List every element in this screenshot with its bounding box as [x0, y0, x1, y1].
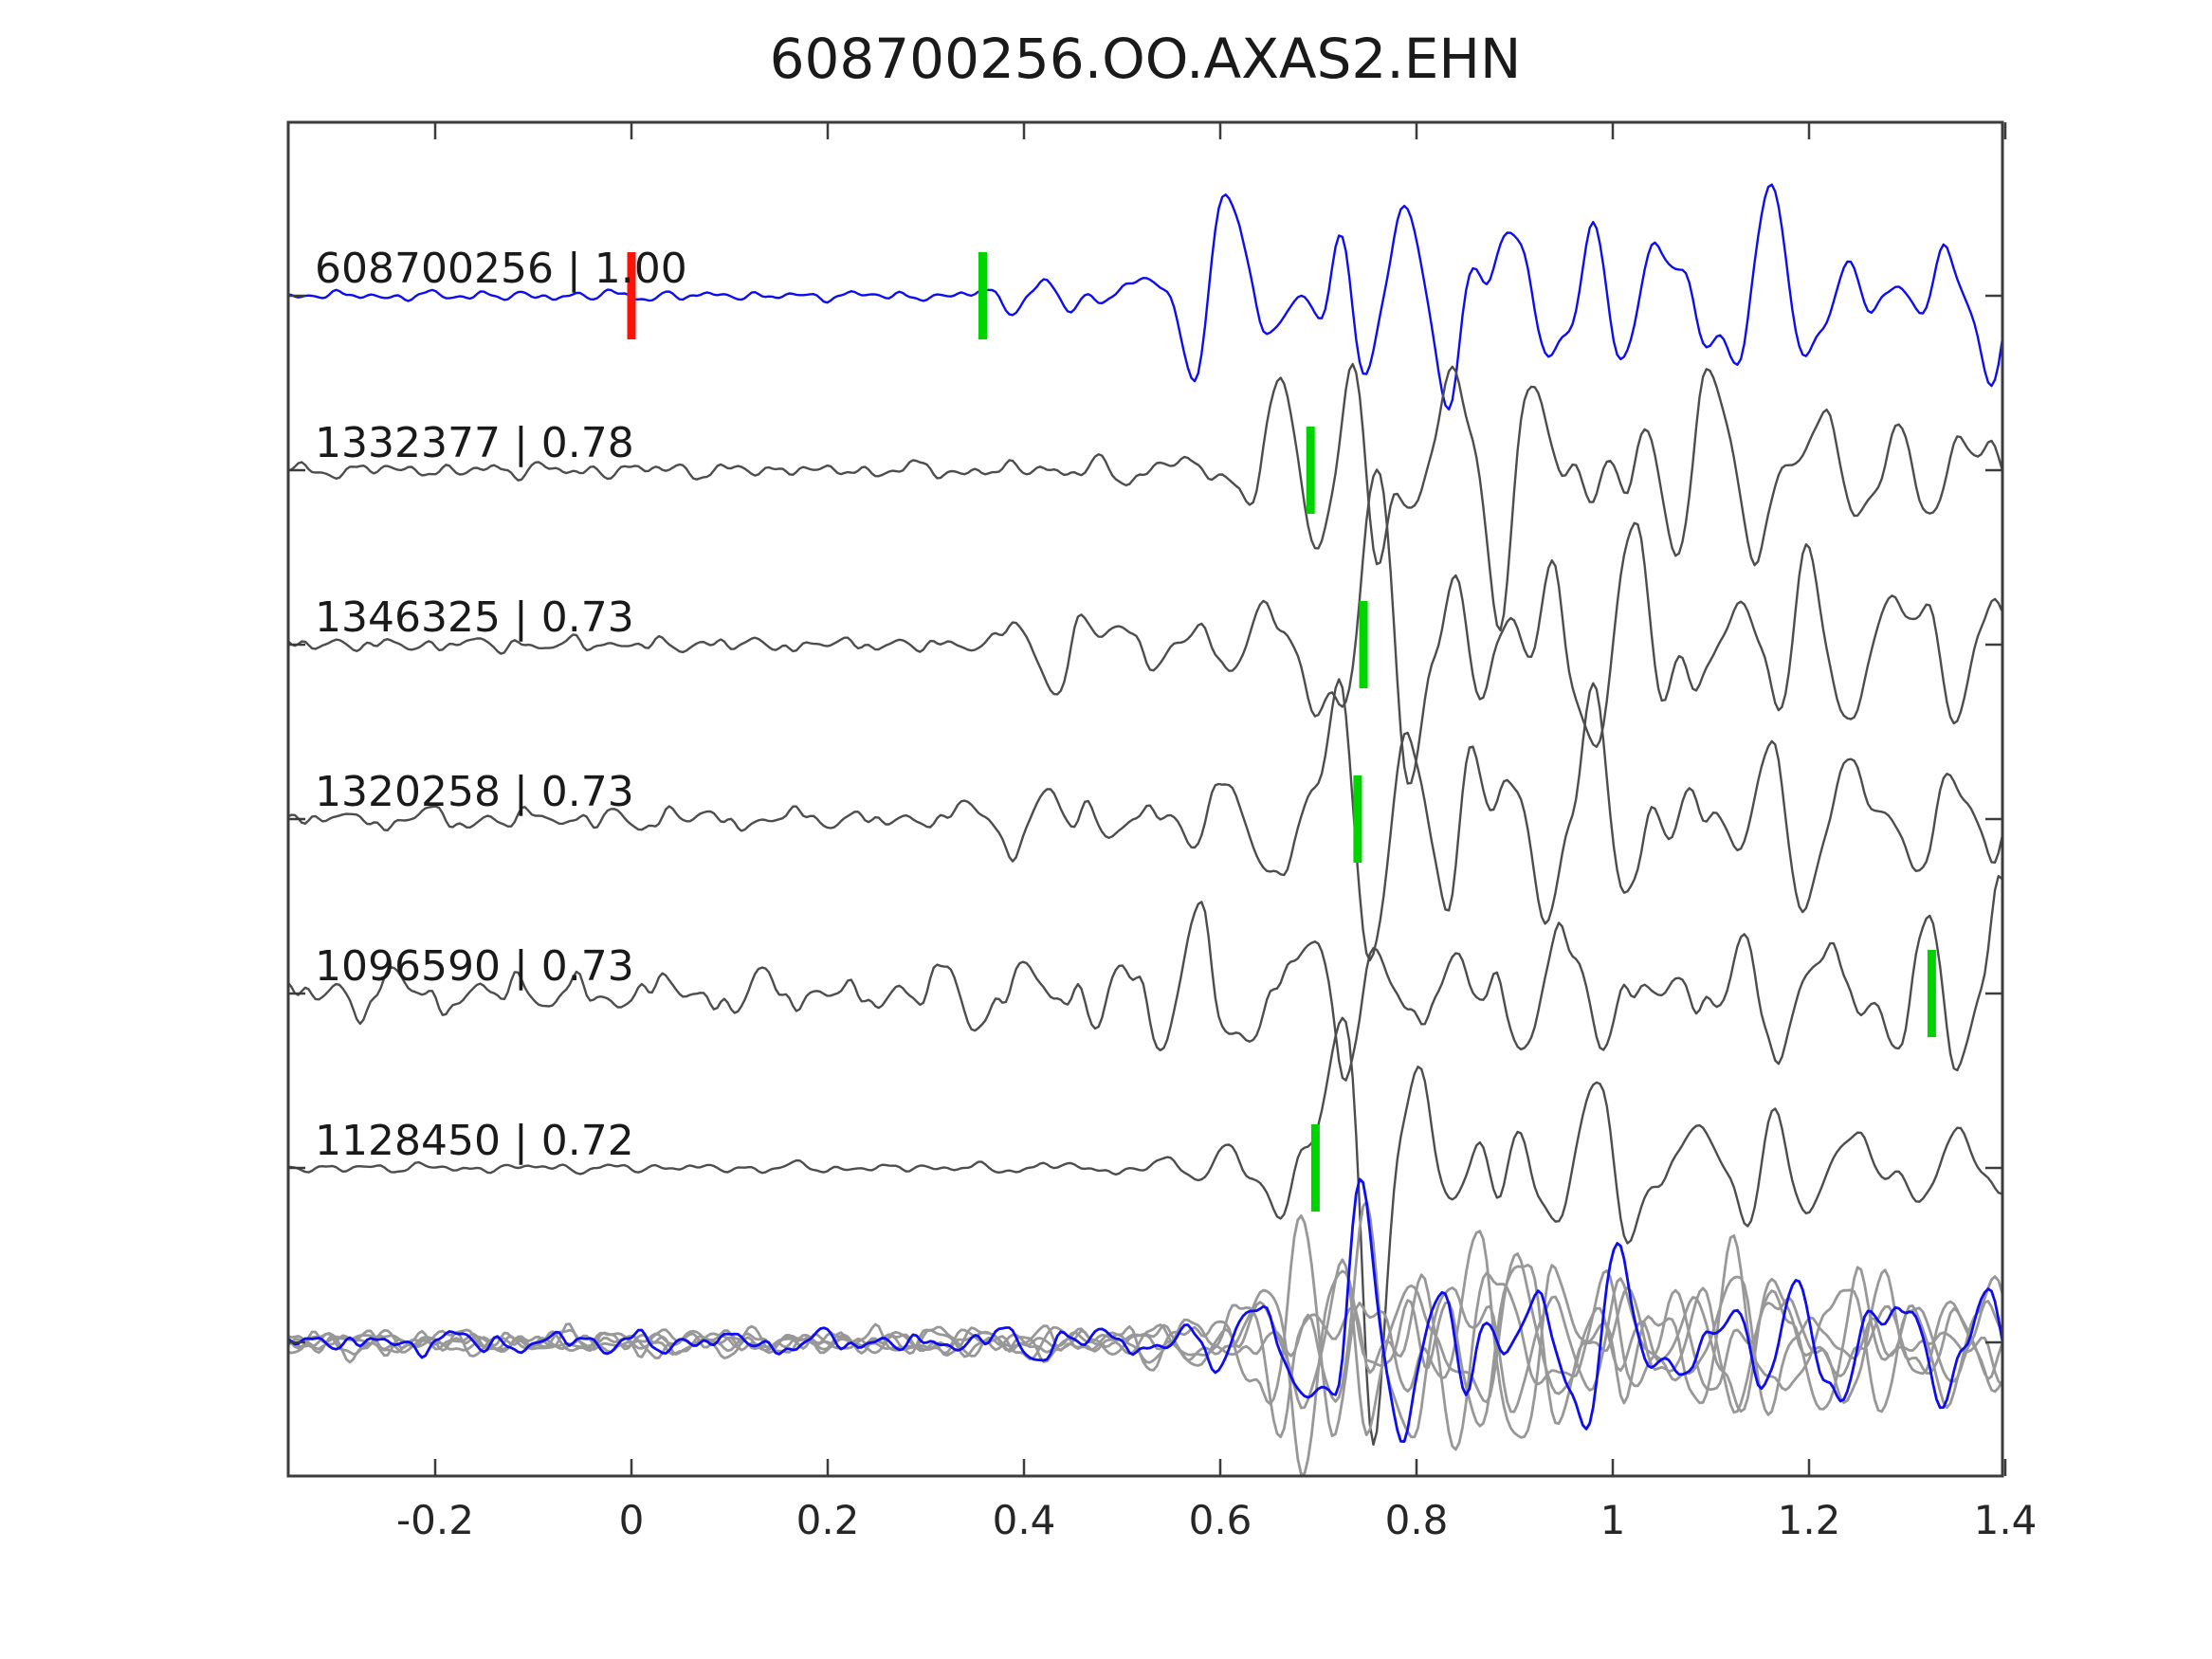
detection-trace-path: [289, 678, 2002, 962]
axes-box: [286, 120, 2004, 1478]
trace-label: 1128450 | 0.72: [315, 1117, 634, 1165]
x-tick-label: 0.6: [1189, 1497, 1252, 1543]
trace-label: 1320258 | 0.73: [315, 768, 634, 816]
x-tick-label: 1.4: [1974, 1497, 2038, 1543]
overlay-trace-path: [289, 1252, 2002, 1436]
pick-marker: [1927, 950, 1936, 1037]
overlay-trace-path: [289, 1214, 2002, 1439]
plot-title: 608700256.OO.AXAS2.EHN: [770, 27, 1522, 91]
pick-marker: [1310, 1124, 1320, 1212]
x-tick-label: -0.2: [396, 1497, 474, 1543]
x-tick-label: 1: [1600, 1497, 1626, 1543]
trace-label: 1096590 | 0.73: [315, 942, 634, 991]
detection-trace-path: [289, 362, 2002, 631]
pick-marker: [1359, 601, 1368, 688]
overlay-trace-path: [289, 1200, 2002, 1439]
detection-trace-path: [289, 874, 2002, 1082]
trace-label: 1346325 | 0.73: [315, 593, 634, 642]
pick-marker: [1353, 775, 1362, 863]
pick-marker: [1306, 427, 1315, 514]
x-tick-label: 0.4: [993, 1497, 1056, 1543]
trace-label: 1332377 | 0.78: [315, 419, 634, 467]
x-tick-label: 0: [619, 1497, 645, 1543]
overlay-template-path: [289, 1177, 2002, 1443]
template-trace-path: [289, 183, 2002, 411]
origin-marker: [627, 252, 636, 339]
pick-marker: [978, 252, 987, 339]
detection-trace-path: [289, 468, 2002, 785]
trace-label: 608700256 | 1.00: [315, 245, 687, 293]
overlay-trace-path: [289, 1264, 2002, 1475]
x-tick-label: 0.2: [796, 1497, 860, 1543]
x-tick-label: 1.2: [1778, 1497, 1841, 1543]
detection-trace-path: [289, 1016, 2002, 1446]
x-tick-label: 0.8: [1385, 1497, 1449, 1543]
